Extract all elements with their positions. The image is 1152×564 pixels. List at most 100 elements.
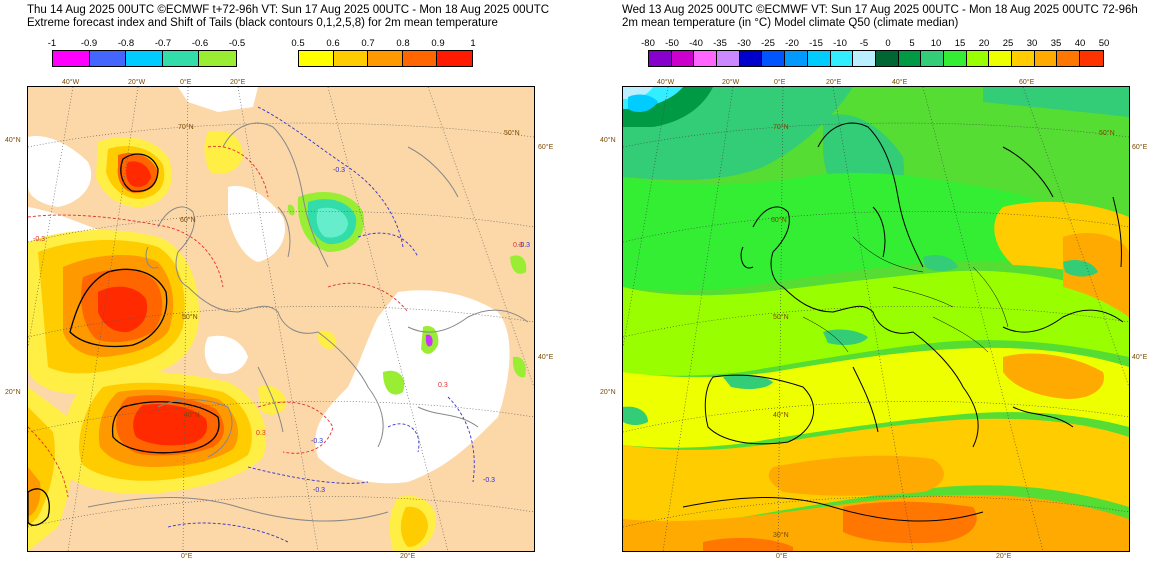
efi-title-line1: Thu 14 Aug 2025 00UTC ©ECMWF t+72-96h VT… <box>27 4 550 16</box>
efi-negative-colorbar-label: -0.7 <box>154 38 172 49</box>
climate-lon-label: 20°W <box>722 79 740 86</box>
temperature-colorbar-label: 40 <box>1074 38 1086 49</box>
temperature-colorbar-label: -10 <box>833 38 847 49</box>
efi-lat-label: 60°E <box>538 144 554 151</box>
efi-panel: Thu 14 Aug 2025 00UTC ©ECMWF t+72-96h VT… <box>5 4 554 560</box>
svg-text:70°N: 70°N <box>773 123 789 131</box>
climate-map: 70°N 60°N 50°N 40°N 30°N 50°N <box>622 86 1130 552</box>
temperature-colorbar-swatch <box>1080 51 1103 66</box>
temperature-colorbar-label: -40 <box>689 38 703 49</box>
svg-text:40°N: 40°N <box>184 411 200 419</box>
efi-inner-lat-labels: 70°N 60°N 50°N 40°N 50°N <box>178 123 520 419</box>
temperature-colorbar-swatch <box>739 51 763 66</box>
efi-contour-labels: -0.3 0.3 -0.3 -0.3 -0.3 -0.3 -0.3 0.3 0.… <box>33 167 530 494</box>
svg-text:50°N: 50°N <box>1099 129 1115 137</box>
efi-positive-colorbar-label: 0.6 <box>326 38 340 49</box>
efi-positive-colorbar-swatch <box>368 51 403 66</box>
efi-negative-colorbar <box>52 50 237 67</box>
svg-text:-0.3: -0.3 <box>33 236 45 243</box>
climate-lon-label: 60°E <box>1019 79 1035 86</box>
svg-text:0.3: 0.3 <box>256 430 266 437</box>
temperature-colorbar-swatch <box>717 51 740 66</box>
climate-inner-lat-labels: 70°N 60°N 50°N 40°N 30°N 50°N <box>771 123 1115 539</box>
efi-lat-label: 40°E <box>538 354 554 361</box>
temperature-colorbar-swatch <box>989 51 1012 66</box>
svg-text:-0.3: -0.3 <box>518 242 530 249</box>
temperature-colorbar-label: -25 <box>761 38 775 49</box>
svg-text:70°N: 70°N <box>178 123 194 131</box>
efi-coastlines <box>87 122 529 522</box>
svg-text:40°N: 40°N <box>773 411 789 419</box>
efi-negative-colorbar-label: -0.9 <box>80 38 98 49</box>
efi-negative-colorbar-label: -0.8 <box>117 38 135 49</box>
temperature-colorbar-label: 30 <box>1026 38 1038 49</box>
efi-map-svg: -0.3 0.3 -0.3 -0.3 -0.3 -0.3 -0.3 0.3 0.… <box>28 87 534 551</box>
efi-negative-colorbar-swatch <box>162 51 200 66</box>
temperature-colorbar-label: -50 <box>665 38 679 49</box>
climate-lon-label: 20°E <box>996 553 1012 560</box>
temperature-colorbar-label: 0 <box>885 38 891 49</box>
svg-text:50°N: 50°N <box>504 129 520 137</box>
climate-title-line2: 2m mean temperature (in °C) Model climat… <box>622 17 959 29</box>
efi-positive-colorbar-label: 0.5 <box>291 38 305 49</box>
efi-positive-colorbar-label: 1 <box>470 38 476 49</box>
climate-lat-label: 60°E <box>1132 144 1148 151</box>
temperature-colorbar-label: 50 <box>1098 38 1110 49</box>
efi-lon-label: 0°E <box>180 79 192 86</box>
temperature-colorbar-swatch <box>785 51 808 66</box>
climate-lat-label: 40°E <box>1132 354 1148 361</box>
efi-positive-colorbar-swatch <box>402 51 438 66</box>
efi-negative-colorbar-label: -1 <box>47 38 57 49</box>
temperature-colorbar-label: -30 <box>737 38 751 49</box>
climate-title-line1: Wed 13 Aug 2025 00UTC ©ECMWF VT: Sun 17 … <box>622 4 1138 16</box>
efi-lat-label: 40°N <box>5 137 21 144</box>
efi-negative-colorbar-swatch <box>89 51 127 66</box>
efi-negative-colorbar-label: -0.5 <box>228 38 246 49</box>
efi-graticule <box>28 87 534 551</box>
climate-lon-label: 0°E <box>776 553 788 560</box>
temperature-colorbar-label: 25 <box>1002 38 1014 49</box>
efi-lat-label: 20°N <box>5 389 21 396</box>
sot-contours <box>28 153 220 526</box>
temperature-colorbar-swatch <box>943 51 967 66</box>
temperature-colorbar-swatch <box>853 51 876 66</box>
efi-lon-label: 20°W <box>128 79 146 86</box>
svg-text:50°N: 50°N <box>773 313 789 321</box>
efi-positive-colorbar <box>298 50 473 67</box>
temperature-colorbar-label: 20 <box>978 38 990 49</box>
efi-negative-colorbar-label: -0.6 <box>191 38 209 49</box>
svg-text:-0.3: -0.3 <box>311 438 323 445</box>
temperature-colorbar-swatch <box>649 51 672 66</box>
efi-neutral-areas <box>28 87 510 484</box>
temperature-colorbar-label: -80 <box>641 38 655 49</box>
efi-positive-colorbar-swatch <box>437 51 472 66</box>
temperature-colorbar-swatch <box>830 51 854 66</box>
temperature-colorbar-swatch <box>671 51 695 66</box>
temperature-colorbar-label: 10 <box>930 38 942 49</box>
temperature-colorbar-swatch <box>1012 51 1035 66</box>
efi-negative-colorbar-swatch <box>199 51 236 66</box>
efi-positive-colorbar-label: 0.7 <box>361 38 375 49</box>
efi-lon-label: 40°W <box>62 79 80 86</box>
efi-lon-label: 0°E <box>181 553 193 560</box>
temperature-colorbar-swatch <box>762 51 786 66</box>
temperature-colorbar-swatch <box>921 51 944 66</box>
svg-text:60°N: 60°N <box>771 216 787 224</box>
svg-text:60°N: 60°N <box>180 216 196 224</box>
temperature-colorbar-label: -15 <box>809 38 823 49</box>
temperature-colorbar-swatch <box>966 51 990 66</box>
svg-text:-0.3: -0.3 <box>483 477 495 484</box>
temperature-colorbar-label: 15 <box>954 38 966 49</box>
temperature-colorbar-label: -5 <box>859 38 869 49</box>
efi-lon-label: 20°E <box>400 553 416 560</box>
efi-map: -0.3 0.3 -0.3 -0.3 -0.3 -0.3 -0.3 0.3 0.… <box>27 86 535 552</box>
climate-lat-label: 20°N <box>600 389 616 396</box>
temperature-colorbar-label: 5 <box>909 38 915 49</box>
efi-title-line2: Extreme forecast index and Shift of Tail… <box>27 17 498 29</box>
climate-lon-label: 0°E <box>774 79 786 86</box>
climate-panel: Wed 13 Aug 2025 00UTC ©ECMWF VT: Sun 17 … <box>576 0 1152 564</box>
svg-text:0.3: 0.3 <box>438 382 448 389</box>
efi-positive-colorbar-label: 0.9 <box>431 38 445 49</box>
climate-borders <box>802 236 1009 353</box>
temperature-colorbar-swatch <box>807 51 831 66</box>
